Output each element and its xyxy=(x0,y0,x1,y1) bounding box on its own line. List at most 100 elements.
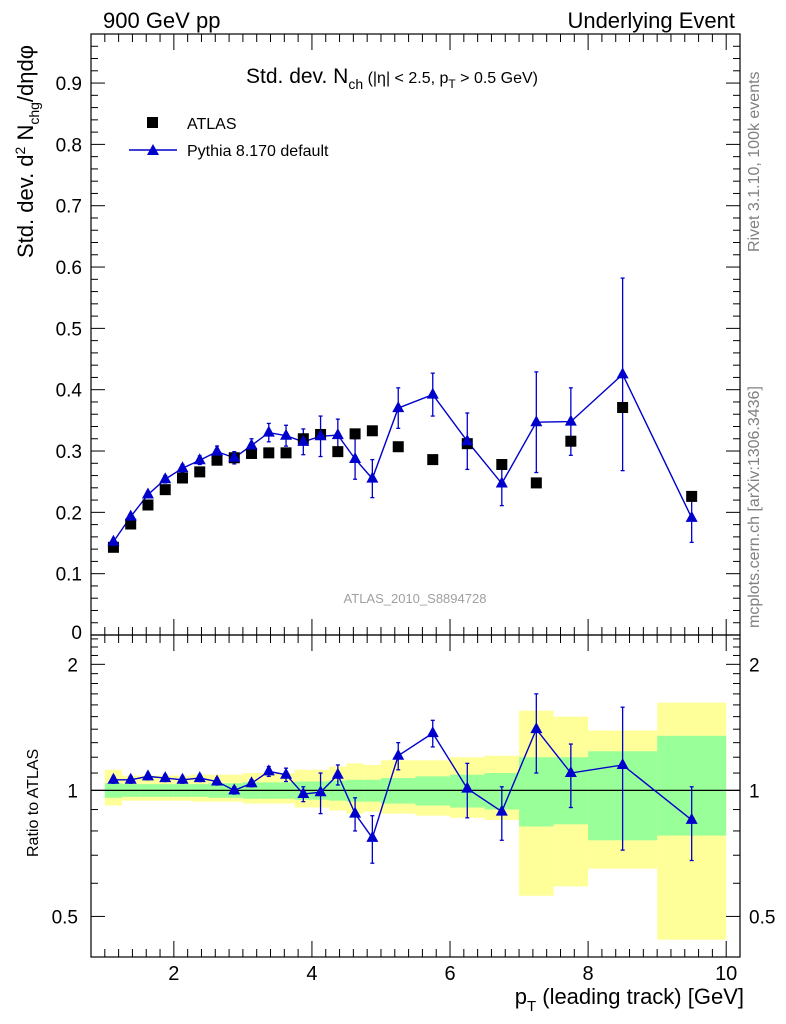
pythia-point xyxy=(193,453,206,465)
ratio-y-ticks: 0.5 0.5 1 1 2 2 xyxy=(52,638,775,928)
main-ytick-label: 0.2 xyxy=(56,503,82,524)
atlas-point xyxy=(427,454,439,466)
x-axis-label: pT (leading track) [GeV] xyxy=(515,984,744,1015)
atlas-point xyxy=(176,472,188,484)
atlas-point xyxy=(392,441,404,453)
ratio-panel: 0.5 0.5 1 1 2 2 2 4 6 8 10 Ratio to ATLAS xyxy=(25,634,775,985)
x-tick-label: 10 xyxy=(715,963,737,985)
pythia-point xyxy=(495,476,508,488)
main-ytick-label: 0.7 xyxy=(56,197,82,218)
legend-data-label: ATLAS xyxy=(187,116,237,133)
ratio-pythia-point xyxy=(245,776,258,788)
main-y-label: Std. dev. d2 Nchg/dηdφ xyxy=(12,45,42,258)
main-y-ticks: 0.1 0.2 0.3 0.4 0.5 0.6 0.7 0.8 0.9 0 xyxy=(56,45,740,644)
ratio-pythia-point xyxy=(280,767,293,779)
x-tick-label: 4 xyxy=(306,963,317,985)
ratio-pythia-point xyxy=(159,771,172,783)
ratio-y-label: Ratio to ATLAS xyxy=(25,749,42,857)
ratio-pythia-point xyxy=(685,812,698,824)
pythia-point xyxy=(564,414,577,426)
header-process: Underlying Event xyxy=(567,8,735,33)
pythia-point xyxy=(176,461,189,473)
header-collision: 900 GeV pp xyxy=(103,8,221,33)
ratio-pythia-point xyxy=(228,783,241,795)
pythia-point xyxy=(314,429,327,441)
pythia-point xyxy=(530,415,543,427)
ratio-pythia-point xyxy=(193,771,206,783)
ratio-pythia-point xyxy=(366,830,379,842)
ratio-band-inner xyxy=(104,735,727,841)
pythia-point xyxy=(392,401,405,413)
atlas-point xyxy=(125,518,137,530)
ratio-pythia-point xyxy=(141,769,154,781)
x-tick-label: 8 xyxy=(583,963,594,985)
ratio-ytick-label-left: 1 xyxy=(67,781,78,802)
ratio-pythia-point xyxy=(530,722,543,734)
side-label-rivet: Rivet 3.1.10, 100k events xyxy=(746,71,763,252)
legend-data-marker xyxy=(147,117,158,128)
ratio-pythia-point xyxy=(297,787,310,799)
main-mc-points xyxy=(107,367,698,546)
pythia-point xyxy=(262,425,275,437)
main-x-ticks xyxy=(104,34,727,635)
analysis-watermark: ATLAS_2010_S8894728 xyxy=(344,591,487,606)
ratio-pythia-point xyxy=(564,766,577,778)
main-ytick-label: 0.4 xyxy=(56,381,83,402)
atlas-point xyxy=(263,447,275,459)
pythia-point xyxy=(461,434,474,446)
ratio-ytick-label-right: 2 xyxy=(749,655,760,676)
ratio-pythia-point xyxy=(107,772,120,784)
legend-mc-label: Pythia 8.170 default xyxy=(187,143,329,160)
x-tick-label: 6 xyxy=(444,963,455,985)
pythia-point xyxy=(280,428,293,440)
main-title: Std. dev. Nch (|η| < 2.5, pT > 0.5 GeV) xyxy=(246,65,538,92)
legend: ATLAS Pythia 8.170 default xyxy=(129,116,329,160)
pythia-point xyxy=(366,471,379,483)
atlas-point xyxy=(686,490,698,502)
ratio-pythia-point xyxy=(461,781,474,793)
pythia-point xyxy=(159,472,172,484)
atlas-point xyxy=(107,541,119,553)
main-plot-area xyxy=(91,34,740,635)
pythia-point xyxy=(107,534,120,546)
main-panel: 0.1 0.2 0.3 0.4 0.5 0.6 0.7 0.8 0.9 0 Std. dev. N… xyxy=(12,33,741,644)
pythia-point xyxy=(616,367,629,379)
atlas-point xyxy=(280,447,292,459)
atlas-point xyxy=(211,454,223,466)
ratio-ytick-label-left: 0.5 xyxy=(52,907,78,928)
atlas-point xyxy=(349,428,361,440)
legend-mc-marker xyxy=(147,144,159,155)
ratio-ytick-label-right: 0.5 xyxy=(749,907,775,928)
ratio-pythia-point xyxy=(349,806,362,818)
pythia-point xyxy=(245,438,258,450)
ratio-pythia-point xyxy=(211,774,224,786)
pythia-point xyxy=(331,428,344,440)
main-ytick-label: 0.5 xyxy=(56,319,82,340)
ratio-frame xyxy=(90,634,741,958)
main-ytick-label: 0.3 xyxy=(56,442,82,463)
side-label-mcplots: mcplots.cern.ch [arXiv:1306.3436] xyxy=(746,386,763,628)
ratio-pythia-point xyxy=(314,785,327,797)
main-ytick-label: 0.6 xyxy=(56,258,82,279)
ratio-ytick-label-left: 2 xyxy=(67,655,78,676)
atlas-point xyxy=(332,446,344,458)
ratio-mc-points xyxy=(107,722,698,842)
main-ytick-label: 0.8 xyxy=(56,135,82,156)
pythia-point xyxy=(141,487,154,499)
atlas-point xyxy=(496,459,508,471)
pythia-point xyxy=(297,434,310,446)
ratio-ytick-label-right: 1 xyxy=(749,781,760,802)
ratio-pythia-point xyxy=(176,772,189,784)
x-tick-label: 2 xyxy=(168,963,179,985)
ratio-pythia-point xyxy=(262,764,275,776)
atlas-point xyxy=(246,447,258,459)
pythia-point xyxy=(211,444,224,456)
atlas-point xyxy=(159,484,171,496)
pythia-point xyxy=(349,451,362,463)
atlas-point xyxy=(530,477,542,489)
atlas-point xyxy=(194,466,206,478)
main-ytick-label-zero: 0 xyxy=(71,623,82,644)
pythia-point xyxy=(124,509,137,521)
pythia-point xyxy=(228,450,241,462)
